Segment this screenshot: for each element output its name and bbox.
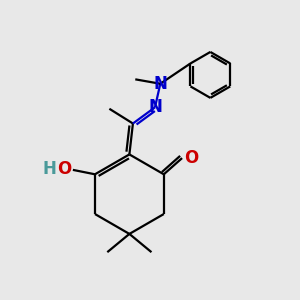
- Text: O: O: [184, 148, 199, 166]
- Text: N: N: [153, 75, 167, 93]
- Text: H: H: [43, 160, 57, 178]
- Text: O: O: [58, 160, 72, 178]
- Text: N: N: [148, 98, 162, 116]
